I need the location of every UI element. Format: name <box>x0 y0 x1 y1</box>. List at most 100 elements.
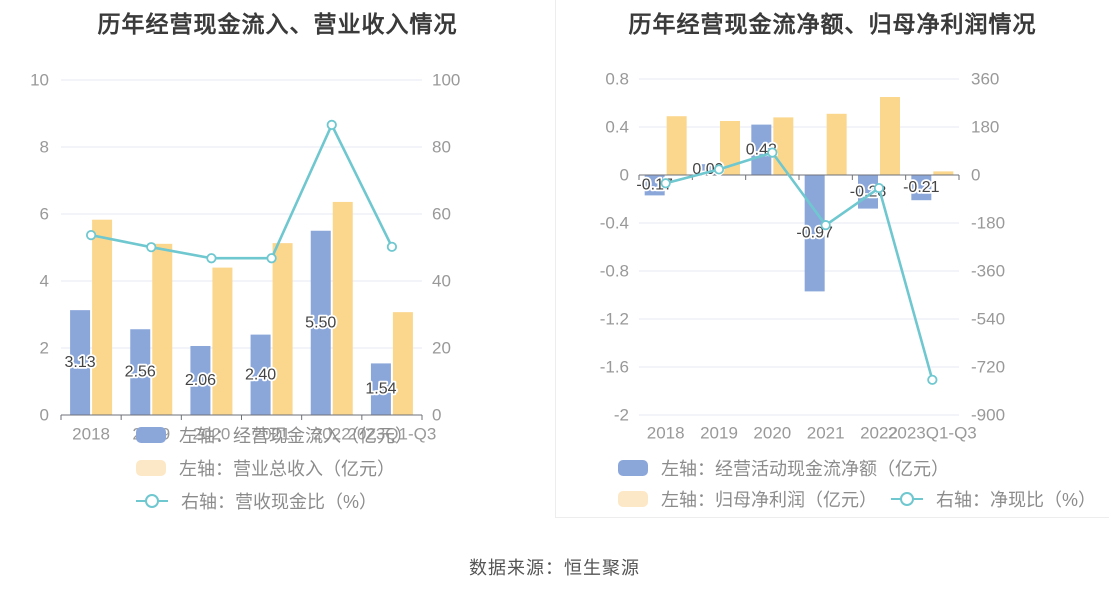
left-axis-tick-label: -0.8 <box>600 262 629 281</box>
line-data-point[interactable] <box>85 230 97 241</box>
line-data-point[interactable] <box>820 220 831 231</box>
left-axis-tick-label: 4 <box>40 272 49 291</box>
left-axis-tick-label: 0.8 <box>605 70 629 89</box>
x-axis-tick-label: 2019 <box>700 424 738 443</box>
right-axis-tick-label: 60 <box>432 205 451 224</box>
bar[interactable] <box>332 201 353 415</box>
chart-canvas-cash-inflow-revenue[interactable]: 3.132.56 2.06 2.405.501.541086420100806040… <box>0 0 555 517</box>
x-axis-tick-label: 2022 <box>860 424 898 443</box>
line-data-point[interactable] <box>266 253 277 264</box>
bar-value-label: 1.54 <box>365 381 396 398</box>
bar-series-0 <box>70 230 391 415</box>
bar[interactable] <box>152 243 173 415</box>
left-axis-tick-label: -1.6 <box>600 358 629 377</box>
bar[interactable] <box>751 124 772 175</box>
legend-item-cash-inflow[interactable]: 左轴：经营现金流入（亿元） <box>136 422 413 448</box>
x-axis-tick-label: 2023Q1-Q3 <box>888 424 977 443</box>
left-axis-tick-label: 0.4 <box>605 118 629 137</box>
right-axis-tick-label: 20 <box>432 339 451 358</box>
bar-value-label: -0.21 <box>903 179 940 196</box>
bar-value-label: 5.50 <box>305 314 336 331</box>
right-axis-tick-label: -360 <box>971 262 1005 281</box>
line-data-point[interactable] <box>326 119 337 130</box>
bar[interactable] <box>70 310 91 415</box>
bar[interactable] <box>826 113 847 175</box>
line-data-point[interactable] <box>146 242 157 253</box>
left-axis-tick-label: 6 <box>40 205 49 224</box>
left-axis-tick-label: 10 <box>30 71 49 90</box>
x-axis-tick-label: 2021 <box>807 424 845 443</box>
line-data-point[interactable] <box>206 253 217 264</box>
yellow-bar-swatch-icon <box>136 460 166 476</box>
bar[interactable] <box>698 164 718 175</box>
legend-item-total-revenue[interactable]: 左轴：营业总收入（亿元） <box>136 455 395 481</box>
line-data-point[interactable] <box>713 164 725 175</box>
chart-title: 历年经营现金流入、营业收入情况 <box>97 11 458 37</box>
blue-bar-swatch-icon <box>618 460 648 476</box>
line-data-point[interactable] <box>660 178 671 189</box>
legend: 左轴：经营活动现金流净额（亿元） 左轴：归母净利润（亿元） 右轴：净现比（%） <box>618 459 1096 510</box>
x-axis <box>60 414 423 420</box>
bar[interactable] <box>310 230 331 415</box>
legend-item-net-operating-cashflow[interactable]: 左轴：经营活动现金流净额（亿元） <box>618 455 949 481</box>
chart-title: 历年经营现金流净额、归母净利润情况 <box>628 11 1037 37</box>
bar[interactable] <box>212 267 233 415</box>
line-series <box>660 147 938 385</box>
legend-item-label: 左轴：营业总收入（亿元） <box>179 459 395 479</box>
bar[interactable] <box>880 97 900 175</box>
left-axis-tick-label: 8 <box>40 138 49 157</box>
legend-item-net-cash-ratio[interactable]: 右轴：净现比（%） <box>891 486 1096 512</box>
gridlines <box>639 78 959 416</box>
bar[interactable] <box>911 175 932 201</box>
x-axis-tick-label: 2020 <box>193 425 231 444</box>
bar[interactable] <box>92 219 113 415</box>
right-axis-tick-label: 180 <box>971 118 999 137</box>
bar[interactable] <box>130 329 151 415</box>
line-series <box>85 119 398 264</box>
blue-bar-swatch-icon <box>136 427 166 443</box>
line-data-point[interactable] <box>767 147 778 158</box>
legend-item-label: 左轴：归母净利润（亿元） <box>661 490 877 510</box>
right-axis-tick-label: -900 <box>971 406 1005 425</box>
legend-item-cash-revenue-ratio[interactable]: 右轴：营收现金比（%） <box>136 488 377 514</box>
left-axis-tick-label: -1.2 <box>600 310 629 329</box>
line-data-point[interactable] <box>386 241 398 252</box>
bar-value-labels: 3.13 2.56 2.06 2.40 5.50 1.54 <box>63 313 399 400</box>
line-data-point[interactable] <box>927 374 938 385</box>
bar[interactable] <box>666 116 687 175</box>
right-axis-tick-label: 360 <box>971 70 999 89</box>
bar[interactable] <box>933 171 954 175</box>
bar-series-1 <box>666 97 954 175</box>
line-series-swatch-icon <box>136 493 168 509</box>
line-data-point[interactable] <box>873 182 885 194</box>
left-axis-tick-label: 0 <box>620 166 629 185</box>
data-source-label: 数据来源：恒生聚源 <box>469 558 640 578</box>
bar-value-label: 2.40 <box>245 366 276 383</box>
right-axis-tick-label: 100 <box>432 71 460 90</box>
x-axis-tick-label: 2022 <box>313 425 351 444</box>
bar[interactable] <box>370 363 391 415</box>
bar[interactable] <box>250 334 271 415</box>
chart-panel-cash-inflow-revenue: 历年经营现金流入、营业收入情况 3.13 2.56 2.06 2.40 5.50 1.54… <box>0 0 555 517</box>
right-axis-tick-label: -540 <box>971 310 1005 329</box>
bar[interactable] <box>392 312 413 415</box>
left-axis-tick-label: -2 <box>614 406 629 425</box>
bar[interactable] <box>190 345 211 415</box>
x-axis-tick-label: 2020 <box>753 424 791 443</box>
bar-value-label: 2.56 <box>125 364 156 381</box>
bar[interactable] <box>720 121 740 175</box>
yellow-bar-swatch-icon <box>618 491 648 507</box>
left-axis-tick-label: 0 <box>40 406 49 425</box>
right-axis-tick-label: 80 <box>432 138 451 157</box>
bar[interactable] <box>272 243 293 415</box>
left-axis-tick-label: 2 <box>40 339 49 358</box>
legend-item-net-profit[interactable]: 左轴：归母净利润（亿元） <box>618 486 877 512</box>
legend: 左轴：经营现金流入（亿元） 左轴：营业总收入（亿元） 右轴：营收现金比（%） <box>136 426 413 512</box>
chart-panel-net-cashflow-profit: 历年经营现金流净额、归母净利润情况 -0.17 0.09 0.42 -0.97 -0.2… <box>555 0 1109 518</box>
chart-canvas-net-cashflow-profit[interactable]: -0.170.090.42-0.97-0.28 -0.210.80.40-0.4-… <box>556 0 1109 517</box>
bar-value-label: 2.06 <box>185 372 216 389</box>
bar[interactable] <box>644 175 665 196</box>
bar-value-label: 3.13 <box>65 354 96 371</box>
right-axis-tick-label: -720 <box>971 358 1005 377</box>
